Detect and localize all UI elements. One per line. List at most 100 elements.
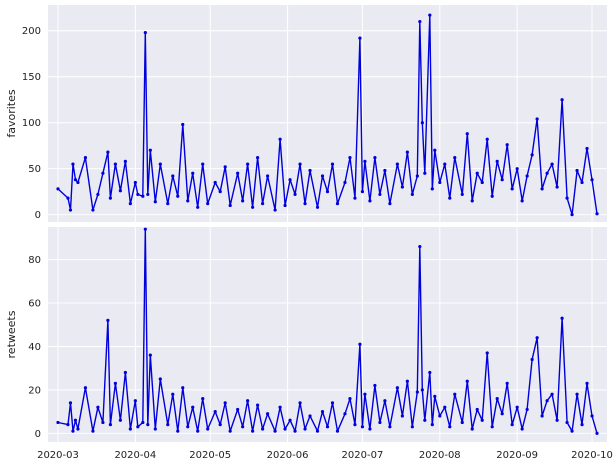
data-point [133, 399, 137, 403]
x-tick-label: 2020-04 [114, 450, 156, 461]
data-point [363, 392, 367, 396]
data-point [343, 180, 347, 185]
data-point [83, 386, 88, 390]
data-point [68, 401, 73, 405]
data-point [453, 392, 457, 396]
y-tick-label: 150 [22, 72, 41, 83]
data-point [196, 205, 200, 209]
data-point [348, 396, 352, 401]
data-point [236, 171, 240, 175]
data-point [146, 423, 150, 427]
data-point [500, 178, 504, 182]
y-tick-label: 80 [28, 255, 41, 266]
data-point [186, 199, 190, 203]
data-point [166, 202, 170, 206]
x-tick-label: 2020-03 [37, 450, 79, 461]
data-point [118, 418, 122, 422]
data-point [400, 185, 404, 189]
data-point [101, 171, 105, 175]
data-point [570, 429, 574, 433]
data-point [325, 190, 330, 194]
data-point [158, 162, 162, 166]
data-point [66, 196, 70, 200]
data-point [590, 414, 594, 418]
data-point [223, 401, 227, 405]
data-point [71, 429, 75, 433]
data-point [585, 381, 589, 385]
data-point [96, 405, 100, 409]
data-point [480, 418, 484, 422]
data-point [251, 205, 255, 209]
y-tick-label: 100 [22, 118, 41, 129]
data-point [141, 194, 145, 198]
data-point [283, 427, 287, 431]
data-point [585, 146, 589, 151]
data-point [320, 409, 325, 414]
data-point [133, 180, 137, 185]
data-point [298, 401, 302, 405]
data-point [448, 196, 452, 200]
data-point [580, 180, 584, 185]
data-point [423, 171, 427, 175]
data-point [176, 194, 180, 198]
data-point [113, 162, 117, 166]
data-point [383, 168, 387, 173]
data-point [590, 178, 594, 182]
data-point [388, 425, 392, 429]
data-point [525, 407, 529, 412]
data-point [460, 420, 464, 425]
data-point [560, 316, 564, 320]
data-point [196, 429, 200, 433]
data-point [343, 412, 347, 416]
data-point [470, 199, 474, 203]
data-point [251, 429, 255, 433]
data-point [123, 159, 127, 163]
data-point [213, 409, 217, 414]
data-point [330, 401, 335, 405]
retweets-panel: 0 20 40 60 80 retweets 2020-03 2020-04 2020-05 20… [5, 227, 613, 461]
data-point [373, 383, 377, 388]
data-point [298, 162, 302, 166]
data-point [330, 162, 335, 166]
data-point [101, 420, 105, 425]
data-point [418, 19, 422, 24]
data-point [273, 429, 277, 433]
data-point [378, 420, 382, 425]
data-point [430, 187, 434, 191]
data-point [410, 425, 414, 429]
data-point [56, 187, 60, 191]
data-point [218, 190, 222, 194]
data-point [71, 162, 75, 166]
data-point [176, 429, 180, 433]
x-tick-label: 2020-07 [342, 450, 384, 461]
data-point [438, 414, 442, 418]
data-point [395, 386, 399, 390]
data-point [128, 427, 132, 431]
data-point [448, 425, 452, 429]
data-point [303, 202, 307, 206]
data-point [113, 381, 117, 385]
data-point [201, 396, 205, 401]
data-point [368, 199, 372, 203]
data-point [565, 196, 569, 200]
data-point [261, 202, 265, 206]
data-point [56, 420, 60, 425]
data-point [443, 405, 447, 409]
y-tick-label: 0 [35, 210, 41, 221]
data-point [218, 423, 222, 427]
data-point [540, 187, 544, 191]
data-point [545, 399, 549, 403]
data-point [213, 180, 217, 185]
data-point [595, 212, 599, 216]
data-point [335, 429, 340, 433]
data-point [500, 412, 504, 416]
data-point [293, 429, 297, 433]
data-point [123, 370, 127, 375]
data-point [256, 156, 260, 160]
data-point [353, 423, 357, 427]
data-point [570, 213, 574, 217]
data-point [480, 180, 484, 185]
data-point [288, 178, 292, 182]
data-point [146, 192, 150, 197]
y-tick-label: 50 [28, 164, 41, 175]
